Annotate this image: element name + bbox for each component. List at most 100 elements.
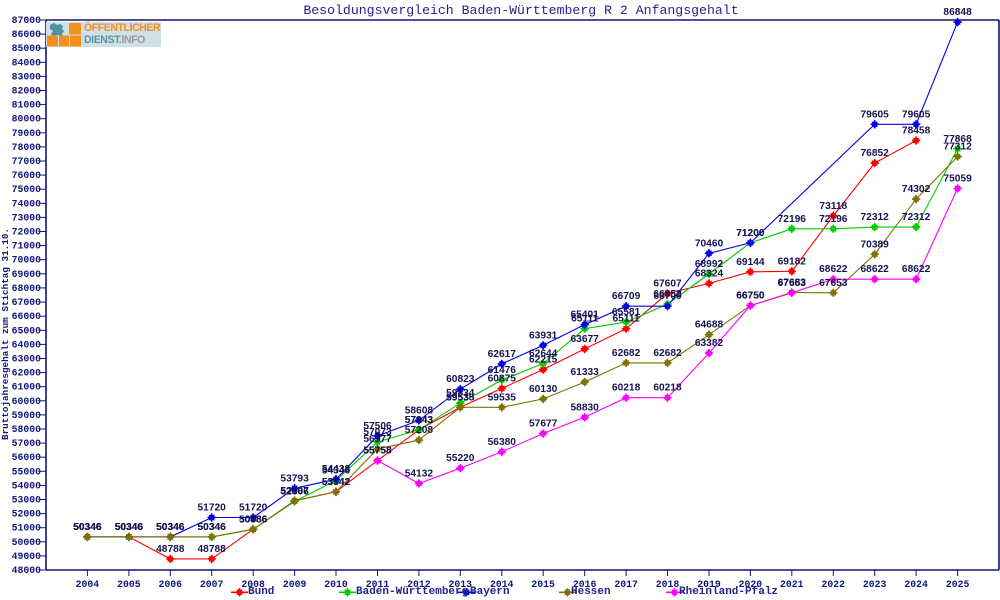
svg-text:54438: 54438	[322, 464, 351, 475]
svg-text:76000: 76000	[12, 170, 42, 181]
svg-text:77000: 77000	[12, 156, 42, 167]
svg-text:59535: 59535	[446, 392, 475, 403]
svg-text:68622: 68622	[819, 264, 848, 275]
svg-text:52907: 52907	[280, 486, 309, 497]
svg-text:77312: 77312	[943, 142, 972, 153]
svg-text:60823: 60823	[446, 374, 475, 385]
svg-text:68622: 68622	[902, 264, 931, 275]
svg-text:57208: 57208	[405, 425, 434, 436]
svg-text:66709: 66709	[653, 291, 682, 302]
svg-text:79605: 79605	[902, 109, 931, 120]
svg-text:56000: 56000	[12, 452, 42, 463]
svg-text:75059: 75059	[943, 173, 972, 184]
svg-text:55000: 55000	[12, 466, 42, 477]
svg-text:75000: 75000	[12, 184, 42, 195]
svg-text:64688: 64688	[695, 320, 724, 331]
svg-text:50886: 50886	[239, 514, 268, 525]
svg-text:59535: 59535	[488, 392, 517, 403]
svg-text:51720: 51720	[239, 503, 268, 514]
svg-text:69144: 69144	[736, 257, 765, 268]
svg-text:70460: 70460	[695, 238, 724, 249]
svg-text:68992: 68992	[695, 259, 724, 270]
svg-text:71000: 71000	[12, 241, 42, 252]
svg-text:48000: 48000	[12, 565, 42, 576]
svg-text:53793: 53793	[280, 473, 309, 484]
svg-text:50346: 50346	[198, 522, 227, 533]
svg-text:65000: 65000	[12, 325, 42, 336]
svg-text:72196: 72196	[819, 214, 848, 225]
svg-text:84000: 84000	[12, 57, 42, 68]
svg-text:50346: 50346	[73, 522, 102, 533]
svg-text:60218: 60218	[612, 383, 641, 394]
svg-text:61000: 61000	[12, 382, 42, 393]
svg-text:58830: 58830	[571, 402, 600, 413]
svg-text:70000: 70000	[12, 255, 42, 266]
svg-text:61476: 61476	[488, 365, 517, 376]
svg-text:63677: 63677	[571, 334, 600, 345]
svg-text:61333: 61333	[571, 367, 600, 378]
svg-text:73000: 73000	[12, 212, 42, 223]
svg-text:83000: 83000	[12, 71, 42, 82]
svg-text:73118: 73118	[819, 201, 847, 212]
svg-text:60218: 60218	[653, 383, 682, 394]
svg-text:66709: 66709	[612, 291, 641, 302]
svg-text:59000: 59000	[12, 410, 42, 421]
svg-text:58608: 58608	[405, 405, 434, 416]
svg-text:50346: 50346	[115, 522, 144, 533]
svg-text:50000: 50000	[12, 537, 42, 548]
svg-text:66000: 66000	[12, 311, 42, 322]
svg-text:67607: 67607	[653, 279, 682, 290]
svg-text:63382: 63382	[695, 338, 724, 349]
svg-text:62000: 62000	[12, 368, 42, 379]
svg-text:54000: 54000	[12, 480, 42, 491]
svg-text:72196: 72196	[778, 214, 807, 225]
svg-text:68622: 68622	[861, 264, 890, 275]
svg-text:79000: 79000	[12, 128, 42, 139]
svg-text:62682: 62682	[653, 348, 682, 359]
svg-text:62617: 62617	[488, 349, 517, 360]
svg-text:51720: 51720	[198, 503, 227, 514]
svg-text:69000: 69000	[12, 269, 42, 280]
svg-text:71200: 71200	[736, 228, 765, 239]
svg-text:86000: 86000	[12, 29, 42, 40]
svg-text:63000: 63000	[12, 354, 42, 365]
svg-text:60000: 60000	[12, 396, 42, 407]
svg-text:48788: 48788	[156, 544, 185, 555]
svg-text:74000: 74000	[12, 198, 42, 209]
svg-text:72312: 72312	[861, 212, 890, 223]
svg-text:53000: 53000	[12, 495, 42, 506]
svg-text:63931: 63931	[529, 330, 558, 341]
svg-text:57506: 57506	[363, 421, 392, 432]
svg-text:50346: 50346	[156, 522, 185, 533]
svg-text:78000: 78000	[12, 142, 42, 153]
svg-text:66750: 66750	[736, 291, 765, 302]
svg-text:67000: 67000	[12, 297, 42, 308]
svg-text:60130: 60130	[529, 384, 558, 395]
svg-text:67653: 67653	[819, 278, 848, 289]
svg-text:68000: 68000	[12, 283, 42, 294]
svg-text:85000: 85000	[12, 43, 42, 54]
svg-text:49000: 49000	[12, 551, 42, 562]
svg-text:56577: 56577	[363, 434, 392, 445]
svg-text:64000: 64000	[12, 339, 42, 350]
svg-text:80000: 80000	[12, 114, 42, 125]
svg-text:52000: 52000	[12, 509, 42, 520]
svg-text:81000: 81000	[12, 100, 42, 111]
svg-text:74302: 74302	[902, 184, 931, 195]
svg-text:72000: 72000	[12, 227, 42, 238]
svg-text:78458: 78458	[902, 126, 931, 137]
svg-text:65401: 65401	[571, 310, 600, 321]
svg-text:53542: 53542	[322, 477, 351, 488]
svg-text:70389: 70389	[861, 239, 890, 250]
svg-text:51000: 51000	[12, 523, 42, 534]
svg-text:67653: 67653	[778, 278, 807, 289]
svg-text:54132: 54132	[405, 469, 434, 480]
svg-text:72312: 72312	[902, 212, 931, 223]
svg-text:82000: 82000	[12, 86, 42, 97]
svg-text:79605: 79605	[861, 109, 890, 120]
svg-text:68324: 68324	[695, 268, 724, 279]
svg-text:55220: 55220	[446, 453, 475, 464]
svg-text:65581: 65581	[612, 307, 641, 318]
svg-text:57677: 57677	[529, 419, 558, 430]
svg-text:48788: 48788	[198, 544, 227, 555]
